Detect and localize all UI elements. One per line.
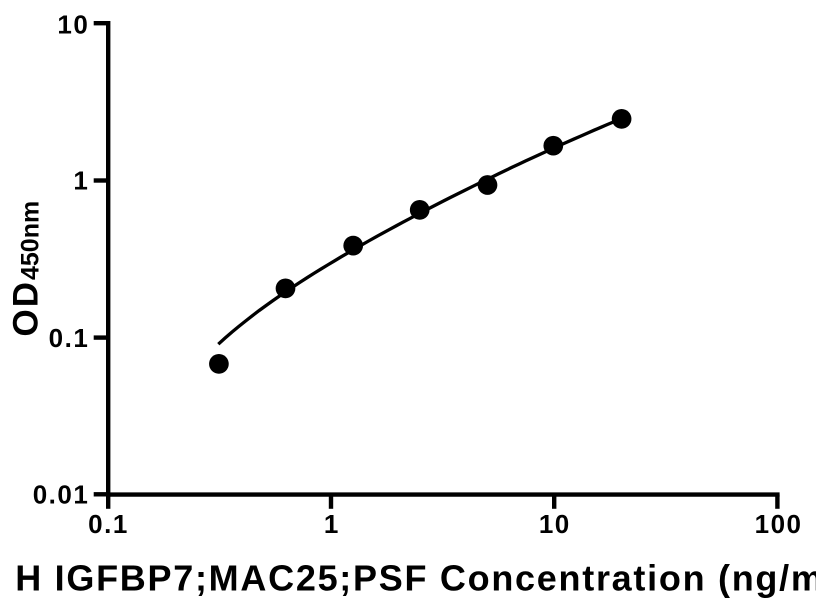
svg-text:H IGFBP7;MAC25;PSF Concentrati: H IGFBP7;MAC25;PSF Concentration (ng/ml) (15, 558, 816, 599)
svg-text:10: 10 (57, 9, 89, 39)
svg-text:0.1: 0.1 (49, 323, 90, 353)
svg-text:1: 1 (73, 165, 89, 195)
svg-text:1: 1 (324, 509, 340, 539)
svg-text:0.01: 0.01 (33, 479, 90, 509)
svg-text:0.1: 0.1 (88, 509, 129, 539)
svg-text:100: 100 (755, 509, 803, 539)
svg-text:10: 10 (539, 509, 571, 539)
